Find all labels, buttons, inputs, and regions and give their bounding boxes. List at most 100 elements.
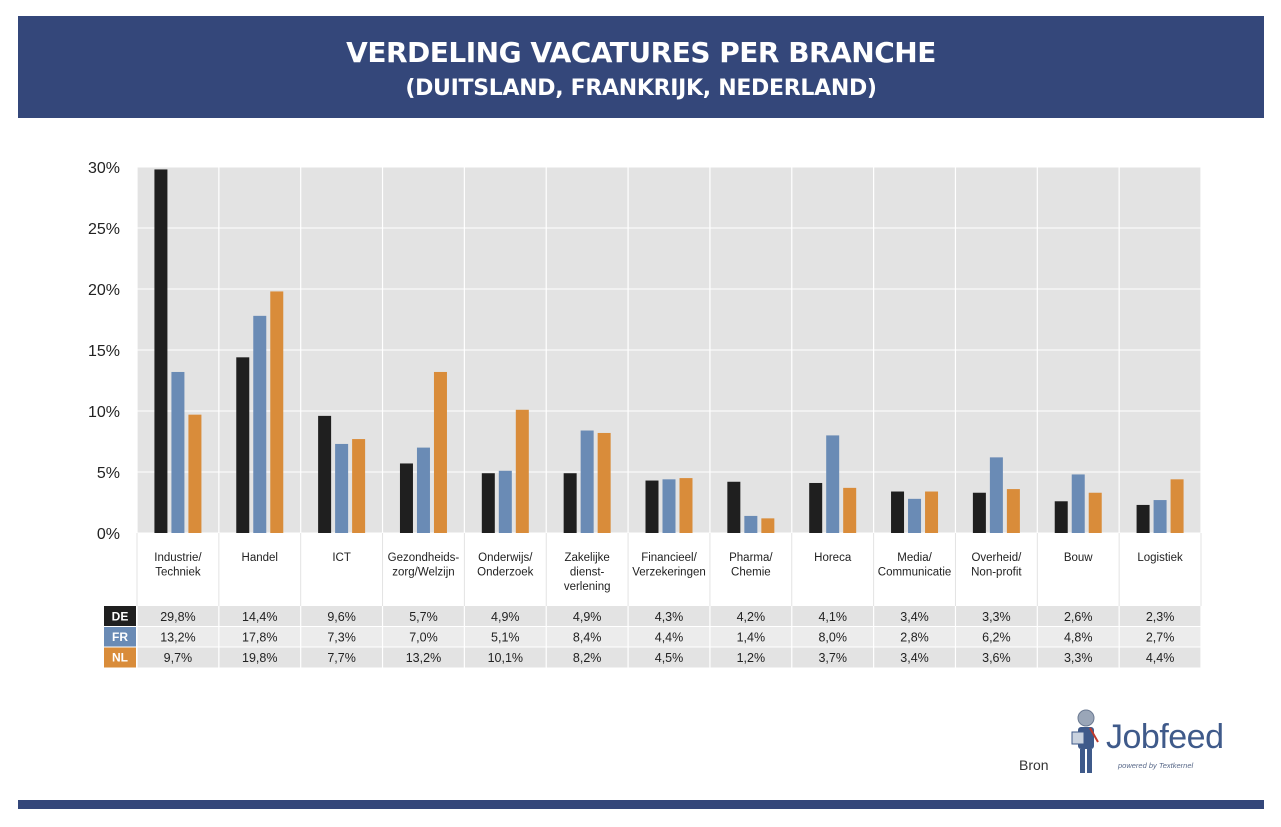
table-cell: 3,4% (900, 651, 929, 665)
table-cell: 17,8% (242, 631, 277, 645)
bar-de (399, 463, 413, 533)
y-tick-label: 25% (88, 221, 120, 238)
bar-fr (1153, 500, 1167, 533)
bar-de (972, 492, 986, 533)
bar-fr (580, 430, 594, 533)
bar-fr (253, 315, 267, 533)
chart-header: VERDELING VACATURES PER BRANCHE (DUITSLA… (18, 16, 1264, 118)
bar-fr (826, 435, 840, 533)
table-cell: 9,6% (327, 610, 356, 624)
table-cell: 1,4% (737, 631, 766, 645)
category-label: Bouw (1064, 552, 1093, 564)
table-row (137, 606, 1201, 627)
table-cell: 4,1% (818, 610, 847, 624)
logo-wordmark: Jobfeed (1106, 718, 1224, 756)
bar-nl (270, 291, 284, 533)
bar-de (318, 415, 332, 533)
y-tick-label: 5% (97, 465, 120, 482)
table-cell: 7,7% (327, 651, 356, 665)
table-cell: 5,7% (409, 610, 438, 624)
bar-fr (908, 498, 922, 533)
bar-nl (597, 432, 611, 533)
category-label: Handel (242, 552, 278, 564)
bar-nl (352, 439, 366, 533)
y-tick-label: 15% (88, 343, 120, 360)
table-row (137, 647, 1201, 668)
bar-de (563, 473, 577, 533)
chart-subtitle: (DUITSLAND, FRANKRIJK, NEDERLAND) (405, 76, 877, 101)
bar-de (891, 491, 905, 533)
table-cell: 3,3% (1064, 651, 1093, 665)
table-cell: 4,9% (573, 610, 602, 624)
table-cell: 3,6% (982, 651, 1011, 665)
table-cell: 2,7% (1146, 631, 1175, 645)
category-label: ICT (332, 552, 351, 564)
bar-nl (925, 491, 939, 533)
category-label: Logistiek (1137, 552, 1183, 564)
jobfeed-logo-icon (1071, 709, 1099, 773)
bar-de (1136, 504, 1150, 533)
table-cell: 3,4% (900, 610, 929, 624)
table-cell: 4,4% (1146, 651, 1175, 665)
table-cell: 8,0% (818, 631, 847, 645)
bar-fr (662, 479, 676, 533)
y-tick-label: 30% (88, 160, 120, 177)
table-cell: 9,7% (164, 651, 193, 665)
category-band (137, 533, 1201, 606)
table-cell: 3,7% (818, 651, 847, 665)
legend-swatch-fr (104, 626, 136, 647)
table-cell: 2,8% (900, 631, 929, 645)
bar-fr (498, 470, 512, 533)
table-cell: 7,0% (409, 631, 438, 645)
table-cell: 4,5% (655, 651, 684, 665)
logo-tagline: powered by Textkernel (1118, 761, 1194, 770)
table-cell: 7,3% (327, 631, 356, 645)
bar-fr (989, 457, 1003, 533)
bar-nl (1006, 489, 1020, 533)
category-label: Financieel/Verzekeringen (632, 552, 706, 579)
bar-de (481, 473, 495, 533)
bar-fr (1071, 474, 1085, 533)
table-cell: 14,4% (242, 610, 277, 624)
bar-de (809, 482, 823, 533)
legend-swatch-nl (104, 647, 136, 668)
y-tick-label: 0% (97, 526, 120, 543)
bar-nl (843, 487, 857, 533)
legend-label-nl: NL (112, 651, 128, 665)
legend-swatch-de (104, 606, 136, 627)
bar-fr (335, 443, 349, 533)
category-label: Overheid/Non-profit (971, 552, 1022, 579)
bar-fr (416, 447, 430, 533)
bar-de (727, 481, 741, 533)
bar-nl (188, 414, 202, 533)
y-tick-label: 20% (88, 282, 120, 299)
bar-nl (1170, 479, 1184, 533)
bar-fr (744, 515, 758, 533)
table-cell: 2,6% (1064, 610, 1093, 624)
table-cell: 8,4% (573, 631, 602, 645)
bar-de (154, 169, 168, 533)
table-cell: 5,1% (491, 631, 520, 645)
table-cell: 10,1% (488, 651, 523, 665)
category-label: Zakelijke dienst-verlening (564, 552, 611, 593)
table-cell: 13,2% (160, 631, 195, 645)
bar-de (645, 480, 659, 533)
table-cell: 13,2% (406, 651, 441, 665)
table-cell: 4,4% (655, 631, 684, 645)
table-cell: 4,9% (491, 610, 520, 624)
bar-nl (679, 478, 693, 533)
category-label: Media/Communicatie (878, 552, 952, 579)
bar-chart: 0% 5% 10% 15% 20% 25% 30% Industrie/Techniek Han… (88, 160, 1202, 668)
table-cell: 6,2% (982, 631, 1011, 645)
table-cell: 2,3% (1146, 610, 1175, 624)
bar-de (1054, 501, 1068, 533)
table-cell: 3,3% (982, 610, 1011, 624)
bar-nl (1088, 492, 1102, 533)
bar-fr (171, 371, 185, 533)
legend-label-de: DE (112, 610, 129, 624)
footer-bar (18, 800, 1264, 809)
table-cell: 4,8% (1064, 631, 1093, 645)
table-cell: 4,3% (655, 610, 684, 624)
table-cell: 4,2% (737, 610, 766, 624)
category-label: Horeca (814, 552, 852, 564)
